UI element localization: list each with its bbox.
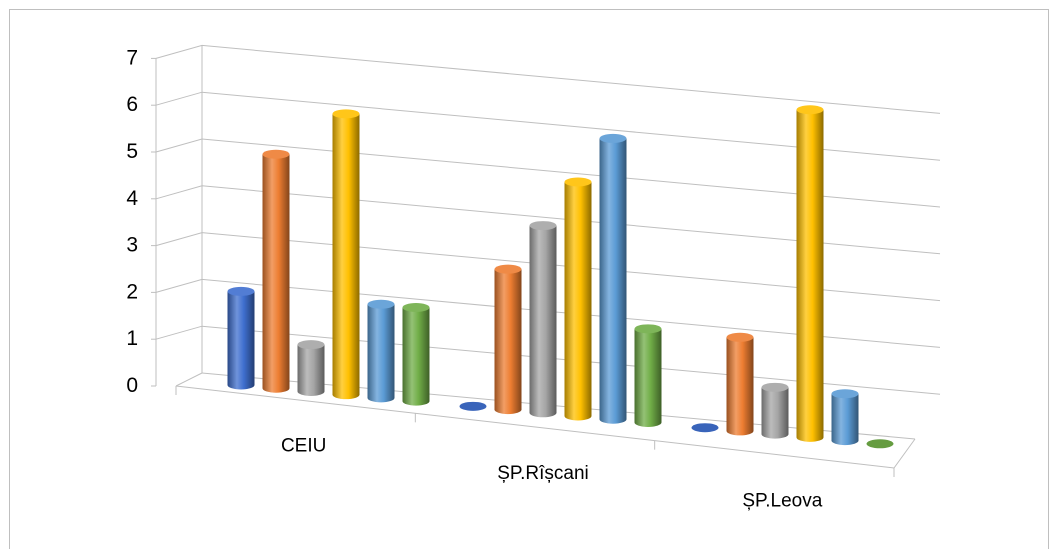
bar-body [332,113,360,400]
bar-top [402,303,430,312]
bar-body [796,109,824,442]
bar [332,109,360,400]
x-tick-label: ȘP.Leova [742,490,822,511]
gridline [155,278,941,348]
bar [726,332,754,436]
bar-top [726,332,754,342]
bar-top [367,299,395,309]
bar-body [726,337,754,436]
bar [831,389,859,446]
bar [634,324,662,427]
bar-top [831,389,859,399]
y-tick-label: 3 [126,234,138,257]
bar-top [262,149,290,159]
bar [459,401,487,411]
bar [761,382,789,439]
bar [796,105,824,442]
x-axis-labels: CEIU ȘP.Rîșcani ȘP.Leova [281,436,823,512]
bar-body [564,182,592,421]
bar [297,340,325,396]
bar [367,299,395,403]
x-tick-label: CEIU [281,436,326,457]
y-axis-labels: 0 1 2 3 4 5 6 7 [126,46,138,397]
y-tick-label: 1 [126,327,138,350]
bar-body [367,304,395,403]
gridline [155,138,941,208]
bar [227,286,255,390]
bar-top [634,324,662,334]
bar-top [227,286,255,296]
bar [402,303,430,406]
bar-top [691,423,719,433]
x-axis-ticks [175,386,895,477]
bar-body [761,387,789,439]
y-tick-label: 6 [126,93,138,116]
bar-top [866,439,894,449]
floor-left-edge [175,372,203,387]
bar-top [761,382,789,392]
bar-top [599,133,627,143]
y-tick-label: 2 [126,280,138,303]
gridline [155,91,941,161]
bar-body [297,344,325,396]
chart-plot: 0 1 2 3 4 5 6 7 CEIU ȘP.Rîșcani ȘP.Leova [126,44,941,512]
y-tick-label: 4 [126,187,138,210]
bar-body [494,269,522,415]
bar [529,221,557,418]
y-tick-label: 7 [126,46,138,69]
bar [866,439,894,449]
side-wall [155,58,203,387]
bar-body [831,393,859,446]
gridline [155,44,941,114]
bar-top [459,401,487,411]
bar [494,264,522,415]
bar-body [262,154,290,393]
bars [227,105,894,449]
gridlines [155,44,941,395]
y-axis-ticks [151,57,156,387]
chart-frame: 0 1 2 3 4 5 6 7 CEIU ȘP.Rîșcani ȘP.Leova [9,9,1049,549]
bar-body [227,291,255,390]
bar [599,133,627,424]
bar-top [494,264,522,274]
gridline [155,232,941,302]
gridline [155,185,941,255]
bar-body [529,225,557,418]
y-tick-label: 0 [126,374,138,397]
bar [691,423,719,433]
bar [262,149,290,393]
bar-top [564,177,592,187]
x-tick-label: ȘP.Rîșcani [497,463,589,484]
bar-body [634,328,662,427]
y-tick-label: 5 [126,140,138,163]
bar-top [332,109,360,119]
bar-body [402,307,430,406]
bar [564,177,592,421]
bar-top [297,340,325,350]
gridline [155,325,941,395]
bar-body [599,138,627,424]
bar-top [796,105,824,115]
bar-top [529,221,557,231]
